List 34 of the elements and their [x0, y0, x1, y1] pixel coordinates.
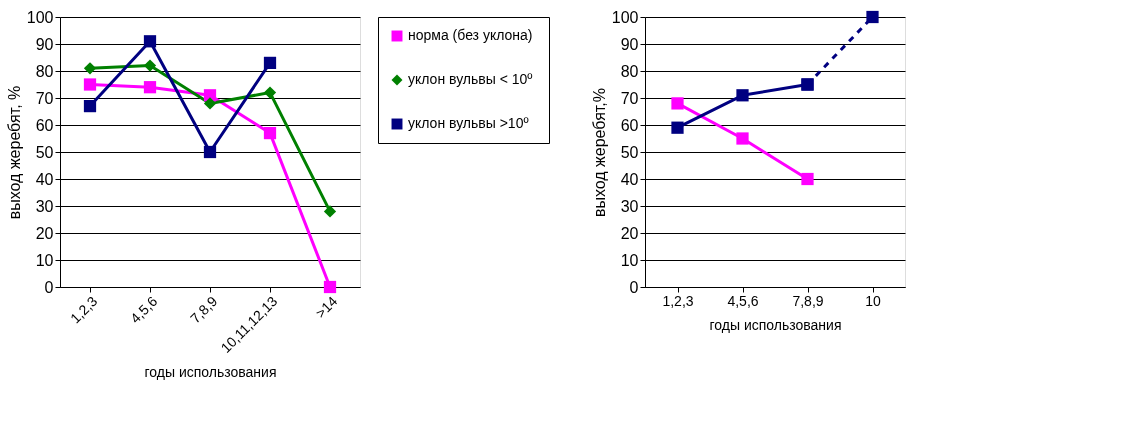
y-tick-label: 60	[620, 116, 639, 134]
x-tick-label: 10	[865, 292, 881, 309]
x-axis-title: годы использования	[144, 363, 277, 380]
x-tick-label: >14	[312, 292, 341, 322]
y-tick-label: 40	[35, 170, 54, 188]
y-tick-label: 100	[611, 8, 639, 26]
y-axis-title: выход жеребят,%	[590, 87, 608, 218]
y-tick-label: 20	[35, 224, 54, 242]
y-tick-label: 80	[620, 62, 639, 80]
x-tick-label: 1,2,3	[662, 292, 694, 309]
y-tick-label: 80	[35, 62, 54, 80]
y-tick-label: 30	[620, 197, 639, 215]
y-tick-label: 90	[620, 35, 639, 53]
x-tick-label: 7,8,9	[792, 292, 824, 309]
y-tick-label: 10	[35, 251, 54, 269]
y-tick-label: 30	[35, 197, 54, 215]
y-tick-label: 50	[620, 143, 639, 161]
y-axis-title: выход жеребят, %	[5, 85, 23, 220]
y-tick-label: 90	[35, 35, 54, 53]
y-tick-label: 60	[35, 116, 54, 134]
y-tick-label: 70	[35, 89, 54, 107]
x-axis-title: годы использования	[709, 316, 842, 333]
y-tick-label: 50	[35, 143, 54, 161]
y-tick-label: 0	[44, 278, 54, 296]
legend-label: уклон вульвы < 10º	[408, 71, 533, 87]
y-tick-label: 0	[629, 278, 639, 296]
y-tick-label: 20	[620, 224, 639, 242]
legend-label: уклон вульвы >10º	[408, 115, 529, 131]
legend-label: норма (без уклона)	[408, 27, 533, 43]
y-tick-label: 40	[620, 170, 639, 188]
y-tick-label: 70	[620, 89, 639, 107]
y-tick-label: 10	[620, 251, 639, 269]
y-tick-label: 100	[26, 8, 54, 26]
x-tick-label: 4,5,6	[727, 292, 759, 309]
